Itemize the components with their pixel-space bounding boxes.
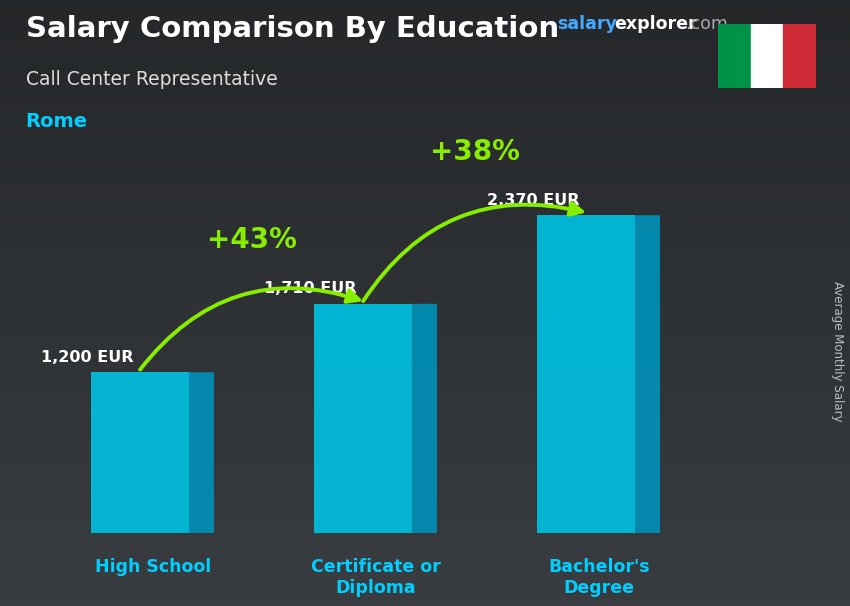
Bar <box>718 24 751 88</box>
Text: Average Monthly Salary: Average Monthly Salary <box>830 281 844 422</box>
Text: Bachelor's
Degree: Bachelor's Degree <box>548 558 649 597</box>
Text: Salary Comparison By Education: Salary Comparison By Education <box>26 15 558 43</box>
Bar <box>751 24 784 88</box>
Text: 1,710 EUR: 1,710 EUR <box>264 281 356 296</box>
Text: 2,370 EUR: 2,370 EUR <box>487 193 580 208</box>
Text: Rome: Rome <box>26 112 88 131</box>
Polygon shape <box>91 372 189 533</box>
Text: Call Center Representative: Call Center Representative <box>26 70 277 88</box>
Text: explorer: explorer <box>615 15 697 33</box>
Polygon shape <box>189 372 214 533</box>
Text: +38%: +38% <box>430 138 519 165</box>
Text: Certificate or
Diploma: Certificate or Diploma <box>311 558 440 597</box>
Text: High School: High School <box>94 558 211 576</box>
Polygon shape <box>314 304 412 533</box>
Text: salary: salary <box>557 15 616 33</box>
Text: +43%: +43% <box>207 226 297 254</box>
Text: .com: .com <box>685 15 728 33</box>
Polygon shape <box>412 304 437 533</box>
Polygon shape <box>537 215 635 533</box>
Text: 1,200 EUR: 1,200 EUR <box>41 350 133 365</box>
Polygon shape <box>635 215 660 533</box>
Bar <box>784 24 816 88</box>
